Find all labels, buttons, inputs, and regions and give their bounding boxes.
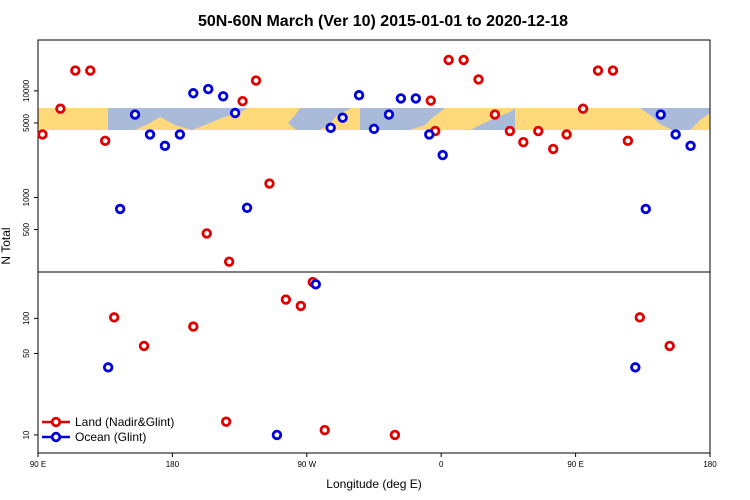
ocean-point <box>144 129 156 140</box>
ocean-point <box>395 93 407 104</box>
land-point <box>108 312 120 323</box>
y-tick-label: 50 <box>22 348 31 357</box>
ocean-point <box>410 93 422 104</box>
land-point <box>533 125 544 137</box>
land-point <box>473 74 484 85</box>
land-point <box>237 95 248 107</box>
plot-frame <box>37 39 711 454</box>
ocean-point <box>670 129 681 140</box>
y-axis-label: N Total <box>0 227 13 264</box>
land-point <box>425 95 436 106</box>
ocean-point <box>203 83 214 95</box>
x-tick-label: 0 <box>439 460 444 469</box>
chart-title: 50N-60N March (Ver 10) 2015-01-01 to 202… <box>198 13 568 30</box>
ocean-point <box>325 122 336 134</box>
ocean-point <box>630 362 641 373</box>
land-point <box>548 143 559 155</box>
land-point <box>504 125 516 137</box>
legend-ocean-label: Ocean (Glint) <box>75 430 146 444</box>
x-tick-label: 90 E <box>567 460 583 469</box>
y-tick-label: 10 <box>22 430 31 439</box>
ocean-point <box>188 88 199 99</box>
land-point <box>443 54 454 66</box>
land-point <box>280 294 292 305</box>
ocean-point <box>174 129 186 140</box>
ocean-point <box>424 129 435 140</box>
land-point <box>518 137 529 148</box>
ocean-point <box>129 109 141 120</box>
ocean-point <box>640 203 651 215</box>
legend-land-marker <box>50 416 62 428</box>
y-tick-label: 100 <box>22 311 31 325</box>
land-point <box>577 103 589 114</box>
land-point <box>295 300 307 312</box>
ocean-point <box>368 123 380 135</box>
ocean-point <box>229 107 241 119</box>
x-axis-label: Longitude (deg E) <box>326 477 421 491</box>
ocean-point <box>241 202 253 214</box>
land-point <box>220 416 232 427</box>
ocean-point <box>310 279 321 290</box>
legend-ocean-marker <box>50 431 62 443</box>
y-tick-label: 5000 <box>22 114 31 132</box>
land-point <box>622 135 634 147</box>
ocean-point <box>217 91 229 102</box>
x-tick-label: 180 <box>166 460 180 469</box>
ocean-point <box>159 140 171 152</box>
land-point <box>37 129 48 140</box>
ocean-point <box>655 109 666 120</box>
legend-item-land: Land (Nadir&Glint) <box>42 415 174 429</box>
ocean-point <box>685 140 696 152</box>
land-point <box>664 340 675 352</box>
ocean-point <box>353 90 365 101</box>
land-point <box>458 54 469 66</box>
land-point <box>70 65 81 76</box>
land-point <box>188 321 199 332</box>
land-point <box>250 75 262 86</box>
ocean-point <box>437 149 448 161</box>
ocean-point <box>271 429 283 441</box>
y-tick-label: 10000 <box>22 79 31 102</box>
legend-item-ocean: Ocean (Glint) <box>42 430 146 444</box>
legend: Land (Nadir&Glint) Ocean (Glint) <box>42 415 174 444</box>
land-point <box>85 65 96 76</box>
land-point <box>489 109 501 120</box>
land-point <box>389 429 401 441</box>
ocean-point <box>337 112 348 123</box>
land-point <box>201 228 212 239</box>
land-point <box>592 65 604 76</box>
ocean-point <box>114 203 126 215</box>
x-tick-label: 90 E <box>30 460 46 469</box>
data-points <box>37 54 696 441</box>
land-point <box>264 178 275 189</box>
axis-ticks: 90 E 180 90 W 0 90 E 180 1000 5000 10000 500 10 50 1… <box>22 79 717 469</box>
ocean-point <box>383 109 395 120</box>
land-point <box>223 256 235 267</box>
land-point <box>55 103 66 114</box>
legend-land-label: Land (Nadir&Glint) <box>75 415 174 429</box>
land-point <box>607 65 619 76</box>
world-map-band <box>38 108 710 130</box>
land-point <box>561 129 572 140</box>
x-tick-label: 90 W <box>297 460 316 469</box>
land-point <box>634 312 646 323</box>
land-point <box>319 424 330 436</box>
ocean-point <box>102 362 114 373</box>
x-tick-label: 180 <box>703 460 717 469</box>
y-tick-label: 500 <box>22 222 31 236</box>
land-point <box>138 340 150 352</box>
land-point <box>99 135 111 147</box>
y-tick-label: 1000 <box>22 188 31 206</box>
